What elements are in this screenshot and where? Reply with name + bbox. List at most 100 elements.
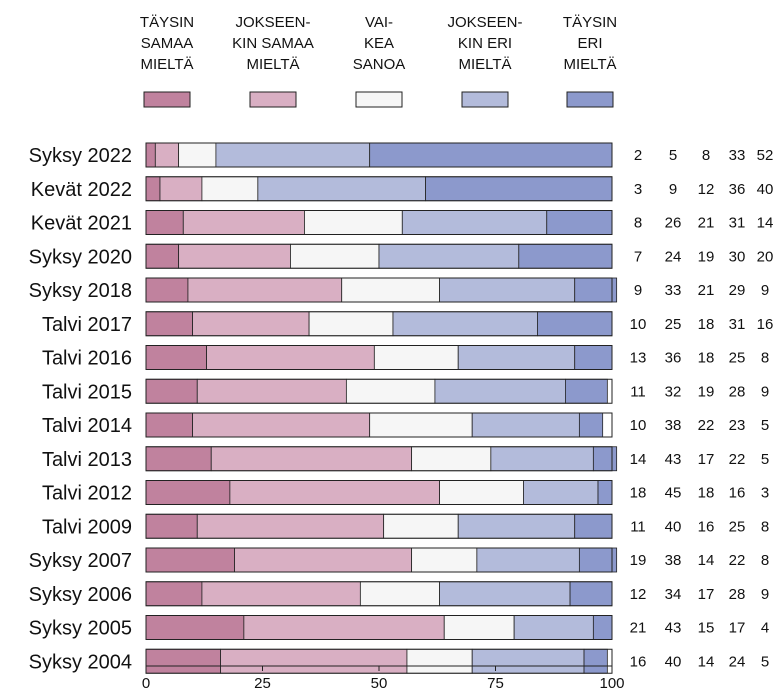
value-label: 13	[630, 350, 647, 367]
bar-segment	[476, 547, 580, 573]
bar-segment	[574, 345, 613, 370]
x-tick-label: 100	[599, 675, 624, 691]
category-label: Syksy 2020	[29, 246, 132, 268]
value-label: 19	[698, 383, 715, 400]
x-tick-label: 25	[254, 675, 271, 691]
bar-segment	[537, 311, 613, 337]
bar-segment	[290, 243, 380, 269]
bar-segment	[411, 446, 492, 472]
legend-label: ERI	[577, 35, 602, 52]
category-label: Syksy 2005	[29, 618, 132, 640]
bar-outline	[145, 412, 613, 438]
value-label: 8	[702, 147, 710, 164]
value-label: 14	[698, 653, 715, 670]
value-label: 16	[729, 485, 746, 502]
legend-swatch	[249, 91, 297, 108]
value-label: 36	[729, 181, 746, 198]
value-label: 20	[757, 248, 774, 265]
value-label: 5	[761, 451, 769, 468]
legend-label: JOKSEEN-	[447, 14, 522, 31]
category-label: Talvi 2014	[42, 415, 132, 437]
value-label: 28	[729, 586, 746, 603]
category-label: Kevät 2021	[31, 213, 132, 235]
bar-segment	[210, 446, 413, 472]
bar-segment	[471, 412, 580, 438]
bar-segment	[378, 243, 520, 269]
value-label: 22	[729, 451, 746, 468]
category-label: Talvi 2017	[42, 314, 132, 336]
bar-segment	[206, 345, 375, 370]
legend-label: MIELTÄ	[458, 56, 511, 73]
bar-segment	[178, 142, 217, 168]
value-label: 5	[761, 417, 769, 434]
bar-segment	[145, 513, 198, 539]
bar-outline	[145, 345, 613, 370]
value-label: 21	[698, 282, 715, 299]
bar-segment	[182, 210, 305, 235]
bar-segment	[341, 277, 440, 303]
bar-segment	[443, 615, 515, 640]
value-label: 21	[630, 620, 647, 637]
bar-segment	[383, 513, 459, 539]
value-label: 33	[729, 147, 746, 164]
bar-segment	[583, 648, 608, 674]
value-label: 45	[665, 485, 682, 502]
bar-segment	[159, 176, 203, 202]
legend-swatch	[143, 91, 191, 108]
value-label: 2	[634, 147, 642, 164]
value-label: 31	[729, 316, 746, 333]
bar-segment	[471, 648, 585, 674]
value-label: 9	[761, 282, 769, 299]
category-label: Syksy 2006	[29, 584, 132, 606]
value-label: 24	[665, 248, 682, 265]
bar-segment	[546, 210, 613, 235]
bar-outline	[145, 648, 613, 674]
value-label: 28	[729, 383, 746, 400]
category-label: Syksy 2018	[29, 280, 132, 302]
bar-segment	[574, 277, 618, 303]
bar-segment	[257, 176, 426, 202]
bar-segment	[145, 581, 203, 607]
value-label: 33	[665, 282, 682, 299]
bar-segment	[243, 615, 445, 640]
bar-segment	[401, 210, 548, 235]
bar-outline	[145, 547, 613, 573]
value-label: 26	[665, 215, 682, 232]
value-label: 5	[669, 147, 677, 164]
category-label: Talvi 2009	[42, 516, 132, 538]
value-label: 3	[634, 181, 642, 198]
bar-segment	[392, 311, 538, 337]
legend-label: KIN ERI	[458, 35, 512, 52]
bar-segment	[439, 277, 576, 303]
bar-segment	[308, 311, 394, 337]
legend-label: KEA	[364, 35, 394, 52]
category-label: Talvi 2013	[42, 449, 132, 471]
bar-segment	[518, 243, 613, 269]
value-label: 31	[729, 215, 746, 232]
bar-outline	[145, 176, 613, 202]
value-label: 22	[729, 552, 746, 569]
bar-segment	[574, 513, 613, 539]
value-label: 8	[761, 552, 769, 569]
bar-segment	[145, 446, 212, 472]
value-label: 16	[698, 518, 715, 535]
value-label: 16	[757, 316, 774, 333]
legend-swatch	[355, 91, 403, 108]
category-label: Syksy 2022	[29, 145, 132, 167]
bar-segment	[145, 311, 193, 337]
bar-segment	[345, 378, 436, 404]
bar-segment	[513, 615, 594, 640]
value-label: 10	[630, 316, 647, 333]
bar-segment	[229, 480, 440, 505]
legend-swatch	[461, 91, 509, 108]
value-label: 18	[698, 485, 715, 502]
bar-segment	[215, 142, 371, 168]
bar-segment	[145, 480, 231, 505]
legend-label: SANOA	[353, 56, 406, 73]
value-label: 38	[665, 552, 682, 569]
bar-segment	[145, 547, 235, 573]
bar-segment	[439, 480, 524, 505]
value-label: 14	[757, 215, 774, 232]
value-label: 12	[630, 586, 647, 603]
